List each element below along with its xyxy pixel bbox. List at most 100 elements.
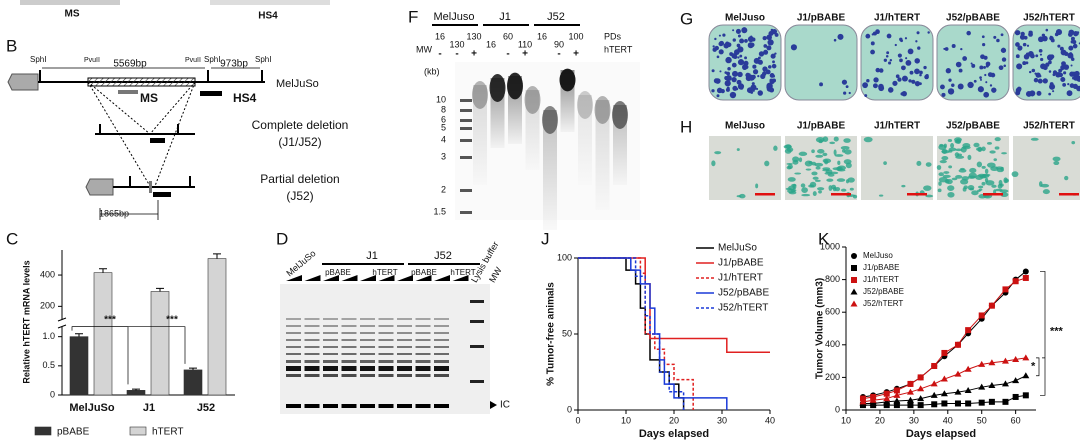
band xyxy=(397,404,412,408)
colony xyxy=(1035,72,1041,78)
colony xyxy=(1022,61,1027,66)
cell xyxy=(833,149,837,156)
band xyxy=(323,332,338,334)
band xyxy=(286,325,301,327)
cell xyxy=(1071,141,1076,145)
cell xyxy=(984,168,989,174)
marker xyxy=(931,401,938,408)
band xyxy=(415,339,431,341)
scale-bar xyxy=(983,193,1003,196)
cell xyxy=(987,142,992,145)
colony xyxy=(771,63,777,69)
colony xyxy=(911,79,916,84)
colony xyxy=(945,68,951,74)
band xyxy=(415,325,431,327)
cell xyxy=(808,161,813,164)
label: J1 xyxy=(366,250,378,262)
cell xyxy=(738,193,746,199)
cell xyxy=(925,194,934,198)
colony xyxy=(837,33,844,40)
colony xyxy=(927,31,930,34)
band xyxy=(434,339,449,341)
colony xyxy=(901,65,906,71)
cell xyxy=(969,167,977,174)
cell xyxy=(951,177,958,181)
marker xyxy=(907,380,914,387)
cell xyxy=(999,183,1004,187)
marker xyxy=(893,402,900,409)
colony xyxy=(752,64,757,69)
marker-band xyxy=(470,300,484,303)
colony xyxy=(732,85,738,91)
cell xyxy=(1052,156,1061,162)
x-tick-label: J1 xyxy=(143,402,155,414)
x-tick-label: 50 xyxy=(977,415,987,425)
plate xyxy=(936,24,1010,101)
blob xyxy=(594,96,611,124)
band xyxy=(378,339,394,341)
y-tick-label: 0 xyxy=(50,389,55,399)
colony xyxy=(979,76,982,79)
colony xyxy=(845,85,849,89)
marker xyxy=(978,312,985,319)
cell xyxy=(941,148,948,154)
band xyxy=(397,332,412,334)
ladder-label: 5 xyxy=(441,122,446,132)
marker xyxy=(869,399,877,406)
x-tick-label: 30 xyxy=(717,415,727,425)
colony xyxy=(1070,64,1073,67)
colony xyxy=(725,75,732,81)
band xyxy=(434,404,449,408)
cell xyxy=(981,181,986,186)
band xyxy=(434,374,449,377)
x-tick-label: MelJuSo xyxy=(69,402,115,414)
colony xyxy=(895,74,900,79)
image-fragment xyxy=(20,0,120,5)
band xyxy=(323,325,338,327)
colony xyxy=(1029,70,1032,74)
survival-line xyxy=(578,257,770,353)
label: pBABE xyxy=(325,268,351,277)
colony xyxy=(1038,36,1044,43)
legend-label: pBABE xyxy=(57,427,90,438)
colony xyxy=(991,87,997,93)
band xyxy=(341,346,357,348)
lane-triangle xyxy=(397,275,413,281)
lane-triangle xyxy=(341,275,358,281)
annotation: *** xyxy=(1050,326,1064,338)
cell xyxy=(936,165,942,170)
x-tick-label: 20 xyxy=(875,415,885,425)
colony xyxy=(870,41,875,46)
band xyxy=(286,360,301,363)
band xyxy=(415,332,431,334)
colony xyxy=(951,43,956,48)
band xyxy=(397,339,412,341)
size-label: 973bp xyxy=(220,59,248,70)
colony xyxy=(763,49,769,55)
colony xyxy=(941,92,946,97)
marker xyxy=(940,390,948,397)
colony xyxy=(1036,90,1042,96)
band xyxy=(397,318,412,320)
site-label: SphI xyxy=(204,55,220,64)
band xyxy=(286,346,301,348)
cell xyxy=(982,173,991,177)
cell xyxy=(971,190,979,196)
band xyxy=(434,318,449,320)
cell xyxy=(955,148,963,152)
y-tick-label: 1.0 xyxy=(42,331,55,341)
band xyxy=(434,346,449,348)
colony xyxy=(1060,67,1064,71)
colony xyxy=(732,38,736,42)
pd-label: 60 xyxy=(503,31,513,41)
colony xyxy=(970,62,973,65)
legend-label: J52/hTERT xyxy=(863,299,903,308)
y-tick-label: 0 xyxy=(835,404,840,414)
sample-label: J52/pBABE xyxy=(946,13,1000,24)
colony xyxy=(979,65,984,70)
cell xyxy=(950,142,955,149)
y-axis-title: Relative hTERT mRNA levels xyxy=(21,260,31,383)
treat-label: + xyxy=(522,49,528,60)
colony xyxy=(879,68,884,73)
